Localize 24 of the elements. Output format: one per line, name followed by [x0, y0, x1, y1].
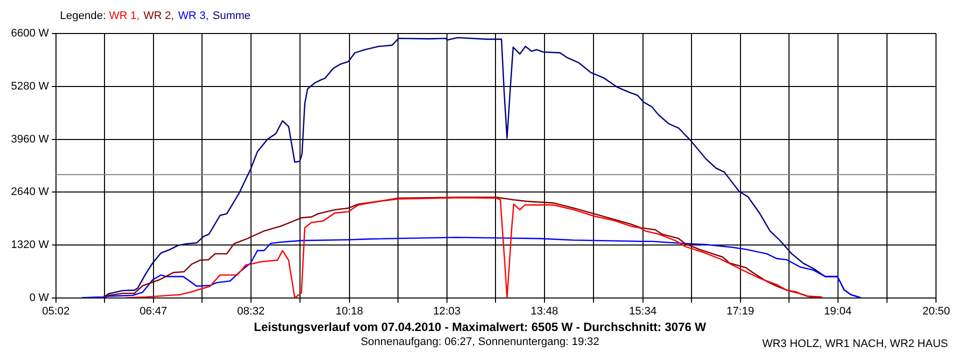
y-tick-label: 2640 W [10, 186, 50, 198]
y-tick-label: 1320 W [10, 238, 50, 251]
y-tick-label: 5280 W [10, 80, 50, 92]
x-tick-label: 13:48 [530, 305, 558, 318]
x-tick-label: 19:04 [824, 305, 852, 318]
text: WR3 HOLZ, WR1 NACH, WR2 HAUS [762, 338, 948, 350]
text: WR 2, [144, 10, 174, 22]
x-tick-label: 17:19 [726, 305, 754, 318]
x-tick-label: 08:32 [237, 305, 265, 318]
text: Leistungsverlauf vom 07.04.2010 - Maximalwert: 6505 W - Durchschnitt: 3076 W [252, 320, 708, 335]
x-tick-label: 20:50 [922, 305, 950, 318]
legend-title: Legende: [60, 10, 107, 22]
y-tick-label: 6600 W [10, 28, 50, 40]
y-tick-label: 0 W [29, 292, 50, 304]
x-tick-label: 15:34 [629, 305, 657, 318]
y-tick-label: 3960 W [10, 133, 50, 146]
text: Sonnenaufgang: 06:27, Sonnenuntergang: 19:32 [360, 336, 600, 348]
x-tick-label: 12:03 [433, 305, 461, 318]
text: Summe [212, 10, 251, 22]
x-tick-label: 10:18 [336, 305, 364, 318]
text: WR 3, [178, 10, 209, 22]
text: WR 1, [108, 10, 140, 22]
x-tick-label: 05:02 [42, 305, 70, 318]
x-tick-label: 06:47 [140, 305, 168, 318]
